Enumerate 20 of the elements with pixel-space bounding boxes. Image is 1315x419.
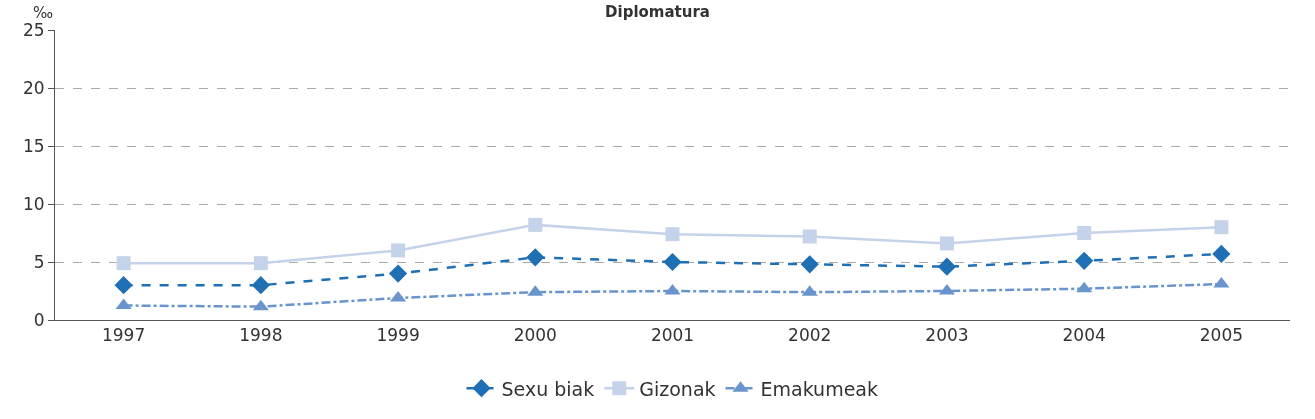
legend-label: Sexu biak bbox=[501, 377, 595, 400]
y-tick-label: 15 bbox=[22, 135, 45, 156]
x-tick-label: 1997 bbox=[101, 325, 146, 346]
x-tick-label: 1999 bbox=[376, 325, 420, 346]
y-tick-label: 10 bbox=[22, 193, 45, 214]
x-tick-label: 2005 bbox=[1199, 325, 1244, 346]
x-tick-label: 1998 bbox=[239, 325, 283, 346]
x-tick-label: 2000 bbox=[513, 325, 557, 346]
y-axis-title: ‰ bbox=[33, 4, 54, 22]
y-tick-label: 0 bbox=[33, 309, 45, 330]
legend-label: Emakumeak bbox=[760, 377, 878, 400]
x-tick-label: 2001 bbox=[650, 325, 695, 346]
y-tick-label: 20 bbox=[22, 77, 45, 98]
legend-label: Gizonak bbox=[639, 377, 716, 400]
chart-title: Diplomatura bbox=[605, 2, 710, 21]
x-tick-label: 2004 bbox=[1062, 325, 1106, 346]
x-tick-label: 2003 bbox=[925, 325, 969, 346]
y-tick-label: 5 bbox=[33, 251, 45, 272]
y-tick-label: 25 bbox=[22, 19, 45, 40]
x-tick-label: 2002 bbox=[788, 325, 832, 346]
